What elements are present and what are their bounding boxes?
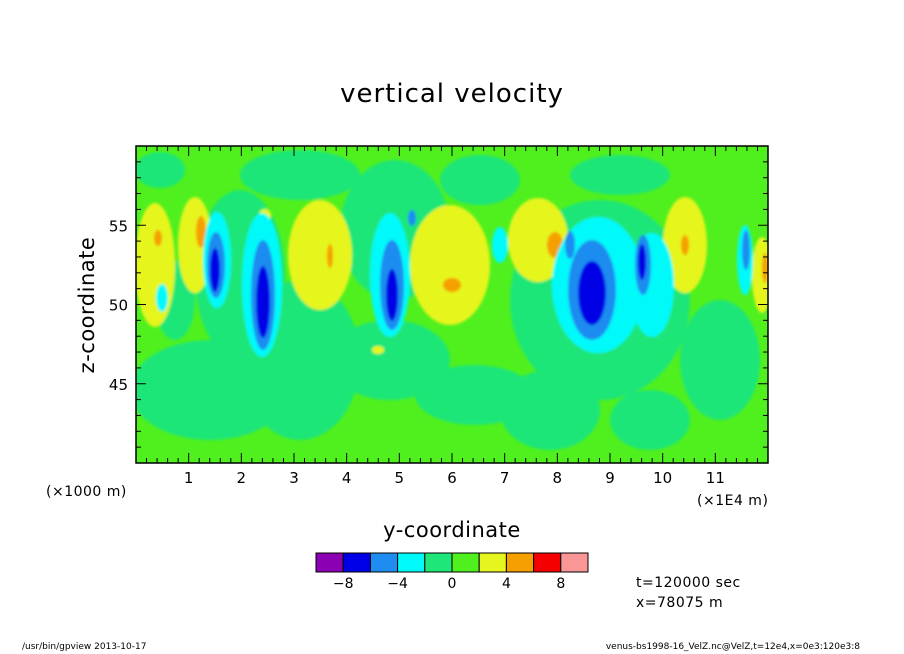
contour-band <box>288 200 352 310</box>
colorbar <box>315 552 589 573</box>
contour-band <box>565 231 575 259</box>
contour-band <box>680 300 760 420</box>
colorbar-swatch <box>478 552 507 573</box>
contour-band <box>508 198 568 282</box>
footer-left: /usr/bin/gpview 2013-10-17 <box>22 642 147 652</box>
contour-band <box>210 248 220 292</box>
contour-band <box>570 155 670 195</box>
x-tick-label: 2 <box>237 469 247 487</box>
contour-band <box>610 390 690 450</box>
colorbar-swatch <box>533 552 562 573</box>
colorbar-swatch <box>369 552 399 573</box>
colorbar-swatch <box>315 552 344 573</box>
contour-band <box>578 261 606 325</box>
contour-band <box>492 227 508 263</box>
contour-band <box>372 346 384 354</box>
contour-band <box>136 152 185 188</box>
contour-band <box>500 370 600 450</box>
colorbar-tick-label: −8 <box>333 576 354 592</box>
contour-band <box>327 244 333 268</box>
y-tick-label: 55 <box>109 217 128 235</box>
x-tick-label: 9 <box>605 469 615 487</box>
x-tick-label: 10 <box>653 469 672 487</box>
contour-band <box>386 269 398 321</box>
x-tick-label: 7 <box>500 469 510 487</box>
contour-band <box>154 230 162 246</box>
position-annotation: x=78075 m <box>636 595 724 611</box>
colorbar-swatch <box>505 552 535 573</box>
contour-band <box>256 266 270 338</box>
contour-band <box>330 320 450 400</box>
colorbar-swatch <box>424 552 453 573</box>
contour-band <box>752 237 768 313</box>
colorbar-tick-label: 4 <box>502 576 511 592</box>
y-tick-label: 50 <box>109 297 128 315</box>
contour-fill <box>136 150 768 450</box>
contour-band <box>136 203 175 327</box>
contour-band <box>196 216 206 248</box>
y-tick-label: 45 <box>109 376 128 394</box>
colorbar-tick-label: −4 <box>387 576 408 592</box>
x-tick-label: 6 <box>447 469 457 487</box>
contour-band <box>440 155 520 205</box>
x-unit-right-label: (×1E4 m) <box>697 493 768 509</box>
x-axis-tick-labels: 1 2 3 4 5 6 7 8 9 10 11 <box>184 469 725 487</box>
x-unit-left-label: (×1000 m) <box>46 484 127 500</box>
contour-band <box>638 244 646 280</box>
x-tick-label: 1 <box>184 469 194 487</box>
colorbar-swatch <box>560 552 589 573</box>
x-tick-label: 4 <box>342 469 352 487</box>
y-axis-tick-labels: 45 50 55 <box>109 217 128 394</box>
plot-area <box>136 146 768 463</box>
colorbar-tick-label: 0 <box>448 576 457 592</box>
contour-band <box>443 278 461 292</box>
contour-band <box>408 210 416 226</box>
footer-right: venus-bs1998-16_VelZ.nc@VelZ,t=12e4,x=0e… <box>605 642 860 652</box>
y-axis-ticks <box>136 161 768 448</box>
contour-band <box>681 235 689 255</box>
x-tick-label: 11 <box>706 469 725 487</box>
x-axis-ticks <box>146 146 758 463</box>
x-tick-label: 3 <box>289 469 299 487</box>
chart-title: vertical velocity <box>340 79 564 109</box>
x-tick-label: 5 <box>395 469 405 487</box>
x-tick-label: 8 <box>553 469 563 487</box>
colorbar-swatch <box>342 552 371 573</box>
x-axis-label: y-coordinate <box>383 518 521 542</box>
contour-band <box>156 284 168 312</box>
colorbar-swatch <box>451 552 480 573</box>
contour-band <box>240 150 360 200</box>
contour-band <box>762 253 768 283</box>
time-annotation: t=120000 sec <box>636 575 741 591</box>
contour-band <box>742 230 750 270</box>
colorbar-tick-label: 8 <box>556 576 565 592</box>
contour-band <box>410 205 490 325</box>
colorbar-tick-labels: −8 −4 0 4 8 <box>333 576 565 592</box>
colorbar-swatch <box>397 552 426 573</box>
y-axis-label: z-coordinate <box>75 237 99 374</box>
